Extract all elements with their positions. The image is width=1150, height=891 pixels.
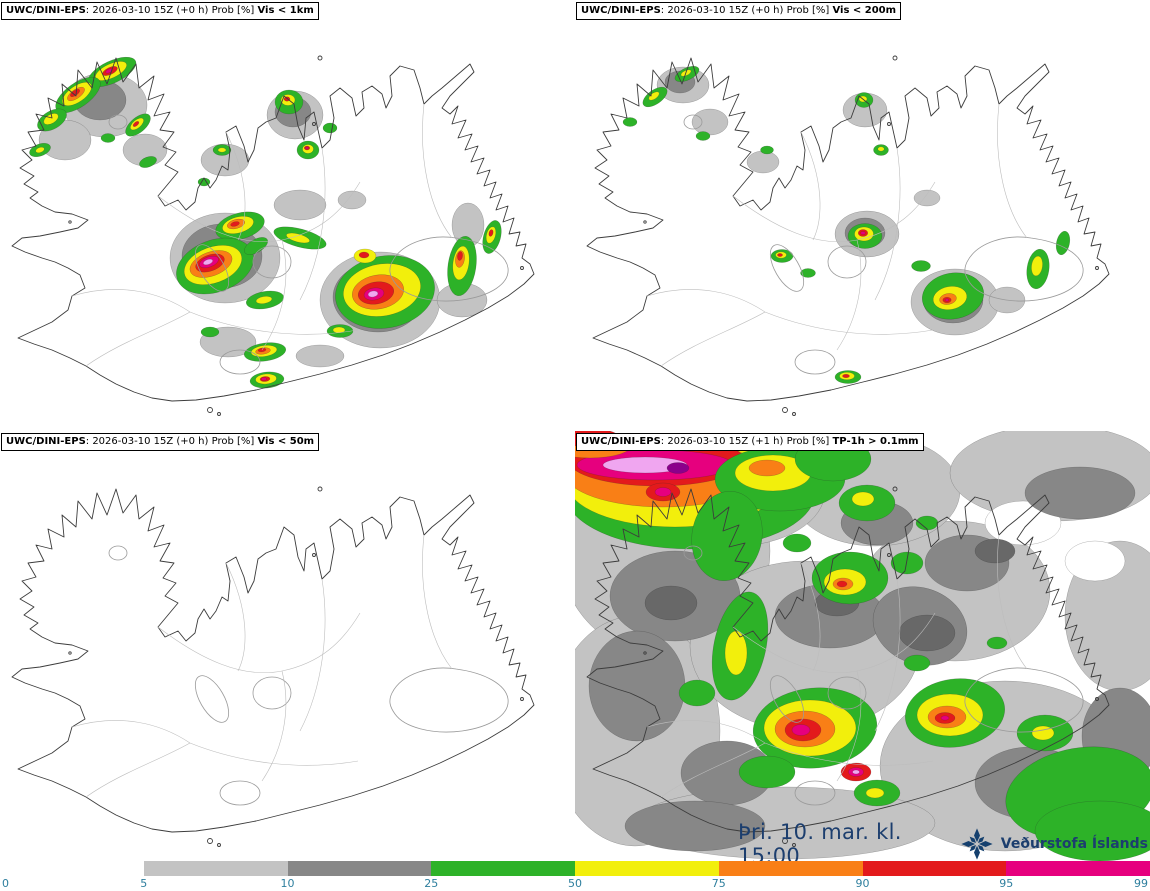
iceland-map-vis-50m — [11, 486, 535, 847]
colorbar-tick-label: 10 — [280, 877, 295, 890]
colorbar-segment — [287, 861, 432, 876]
colorbar-tick-label: 99 — [1134, 877, 1148, 890]
colorbar-segment — [143, 861, 288, 876]
colorbar-segment — [575, 861, 719, 876]
iceland-map-vis-200m — [586, 55, 1110, 416]
prob-field-tp-1h — [575, 431, 1150, 862]
model-name: UWC/DINI-EPS — [6, 5, 86, 16]
prob-field-vis-200m — [622, 66, 1071, 384]
run-info: : 2026-03-10 15Z (+0 h) Prob [%] — [85, 5, 258, 16]
panel-tp-1h: UWC/DINI-EPS: 2026-03-10 15Z (+1 h) Prob… — [575, 431, 1150, 862]
colorbar-tick-label: 0 — [2, 877, 9, 890]
colorbar-tick-label: 25 — [424, 877, 439, 890]
colorbar-tick-label: 75 — [711, 877, 726, 890]
panel-title-vis-50m: UWC/DINI-EPS: 2026-03-10 15Z (+0 h) Prob… — [1, 433, 320, 451]
vedurstofa-logo-text: Veðurstofa Íslands — [1000, 836, 1148, 852]
colorbar-tick-label: 90 — [855, 877, 870, 890]
colorbar-segment — [0, 861, 144, 876]
panel-vis-50m: UWC/DINI-EPS: 2026-03-10 15Z (+0 h) Prob… — [0, 431, 575, 862]
colorbar-segment — [718, 861, 863, 876]
colorbar-segment — [862, 861, 1007, 876]
panel-title-vis-200m: UWC/DINI-EPS: 2026-03-10 15Z (+0 h) Prob… — [576, 2, 902, 20]
probability-colorbar — [0, 861, 1150, 876]
colorbar-tick-label: 5 — [140, 877, 148, 890]
variable-name: Vis < 50m — [257, 436, 315, 447]
iceland-map-tp-1h — [575, 431, 1150, 862]
panel-title-tp-1h: UWC/DINI-EPS: 2026-03-10 15Z (+1 h) Prob… — [576, 433, 924, 451]
panel-vis-200m: UWC/DINI-EPS: 2026-03-10 15Z (+0 h) Prob… — [575, 0, 1150, 431]
colorbar-segment — [1006, 861, 1150, 876]
vedurstofa-logo-icon — [961, 828, 993, 860]
panel-vis-1km: UWC/DINI-EPS: 2026-03-10 15Z (+0 h) Prob… — [0, 0, 575, 431]
model-name: UWC/DINI-EPS — [581, 436, 661, 447]
model-name: UWC/DINI-EPS — [6, 436, 86, 447]
run-info: : 2026-03-10 15Z (+0 h) Prob [%] — [85, 436, 258, 447]
colorbar-tick-label: 95 — [999, 877, 1014, 890]
run-info: : 2026-03-10 15Z (+0 h) Prob [%] — [660, 5, 833, 16]
colorbar-labels: 0 5 10 25 50 75 90 95 99 — [0, 877, 1150, 891]
variable-name: TP-1h > 0.1mm — [832, 436, 919, 447]
prob-field-vis-1km — [29, 56, 502, 389]
variable-name: Vis < 200m — [832, 5, 897, 16]
footer: Þri. 10. mar. kl. 15:00 Veðurstofa Íslan… — [738, 820, 1148, 868]
variable-name: Vis < 1km — [257, 5, 314, 16]
run-info: : 2026-03-10 15Z (+1 h) Prob [%] — [660, 436, 833, 447]
colorbar-tick-label: 50 — [568, 877, 582, 890]
iceland-map-vis-1km — [11, 55, 535, 416]
colorbar-segment — [431, 861, 575, 876]
model-name: UWC/DINI-EPS — [581, 5, 661, 16]
panel-title-vis-1km: UWC/DINI-EPS: 2026-03-10 15Z (+0 h) Prob… — [1, 2, 319, 20]
